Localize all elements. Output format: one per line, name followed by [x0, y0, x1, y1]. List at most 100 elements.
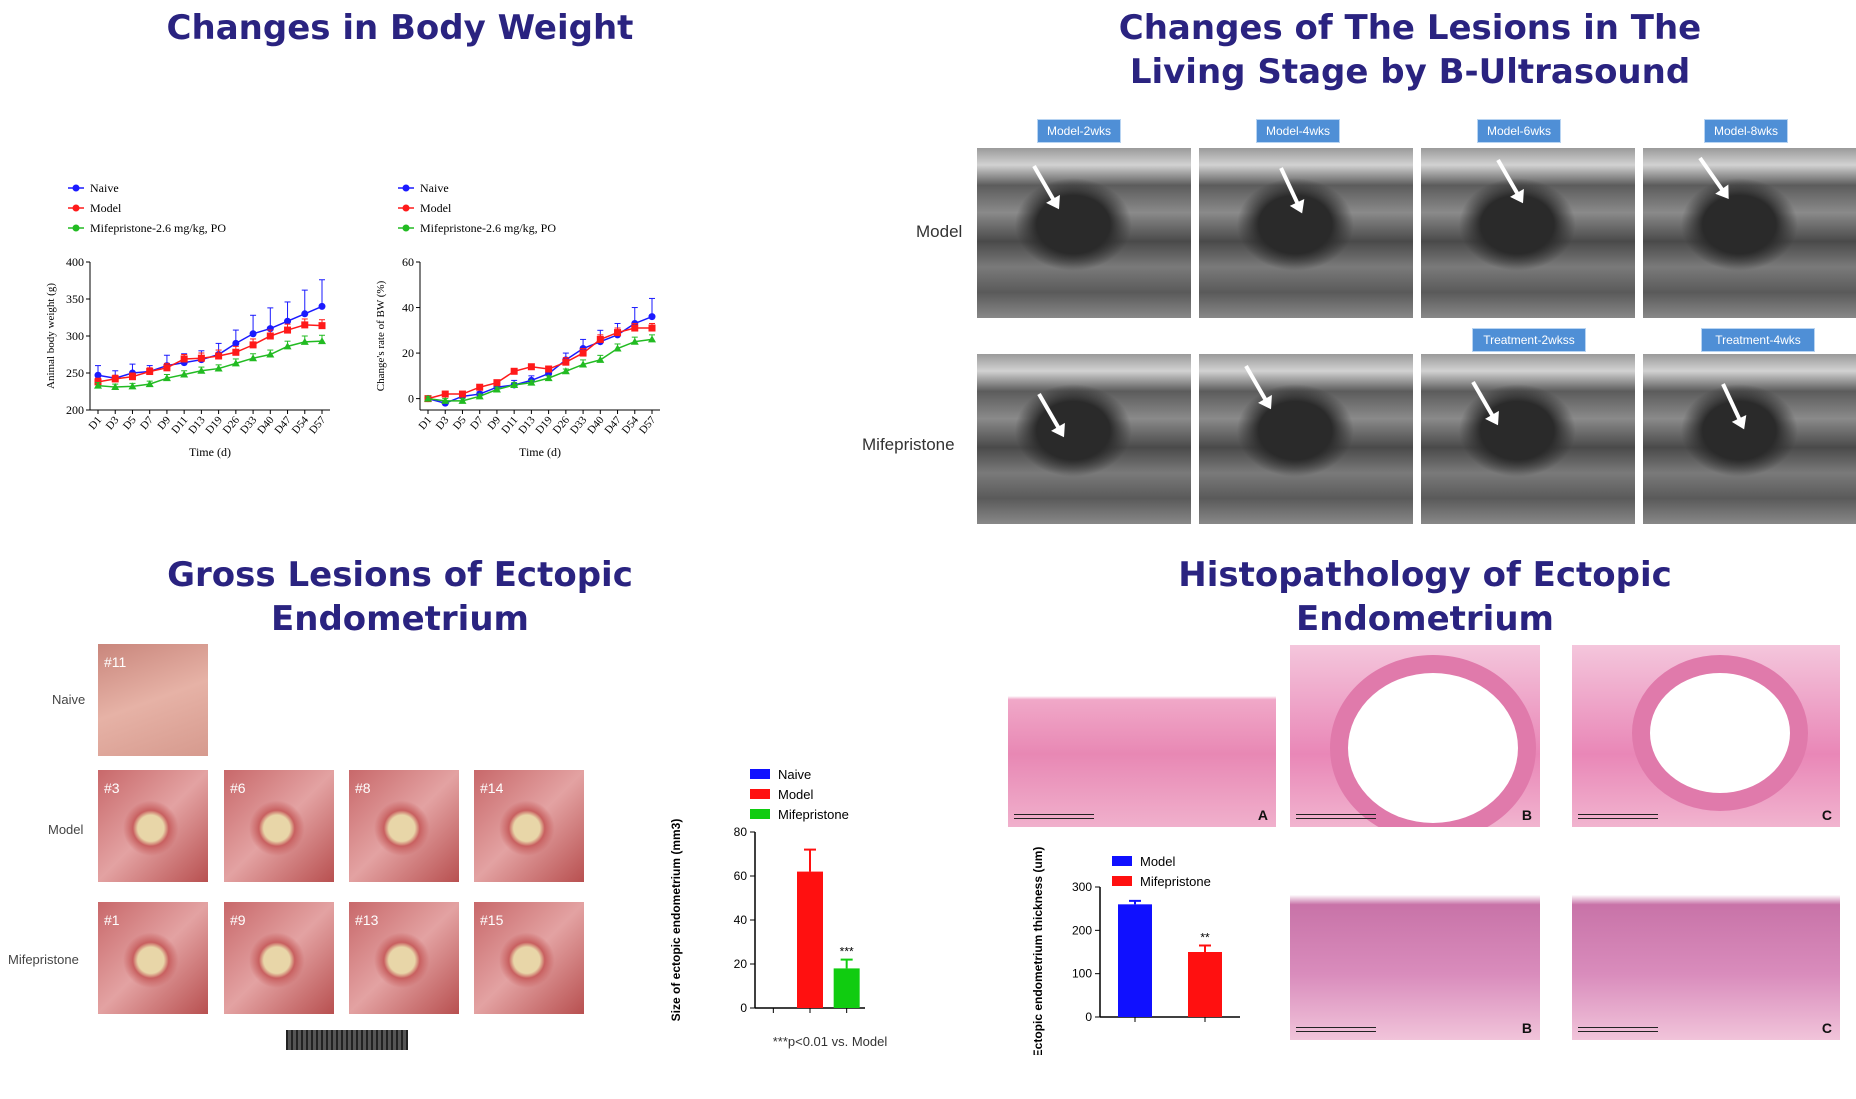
ultrasound-image	[1199, 148, 1413, 318]
data-point	[510, 380, 519, 388]
x-tick-label: D47	[602, 414, 624, 437]
data-point	[284, 317, 292, 325]
x-tick-label: D54	[620, 414, 642, 437]
y-tick-label: 20	[734, 957, 748, 971]
ultrasound-time-label: Model-2wks	[1037, 119, 1121, 143]
legend-label: Naive	[778, 767, 811, 782]
x-tick-label: D26	[551, 414, 573, 437]
y-tick-label: 350	[66, 292, 84, 306]
data-point	[579, 349, 587, 357]
data-point	[492, 385, 501, 393]
x-tick-label: D40	[585, 414, 607, 437]
x-tick-label: D5	[451, 414, 469, 432]
lesion-cyst	[1632, 655, 1808, 811]
data-point	[424, 394, 432, 402]
legend-label: Naive	[90, 181, 119, 195]
data-point	[162, 374, 171, 382]
legend-marker	[402, 224, 410, 232]
scale-bar	[1578, 1027, 1658, 1032]
gross-lesion-photo: #9	[224, 902, 334, 1014]
data-point	[630, 337, 639, 345]
ultrasound-time-label: Model-4wks	[1256, 119, 1340, 143]
x-tick-label: D57	[307, 414, 329, 437]
y-tick-label: 60	[402, 255, 414, 269]
specimen-id: #11	[104, 654, 127, 670]
data-point	[318, 302, 326, 310]
legend-label: Mifepristone-2.6 mg/kg, PO	[420, 221, 556, 235]
bar	[797, 871, 823, 1008]
data-point	[527, 363, 535, 371]
data-point	[145, 380, 154, 388]
data-point	[128, 373, 136, 381]
legend-label: Mifepristone	[778, 807, 849, 822]
data-point	[614, 329, 622, 337]
data-point	[441, 390, 449, 398]
x-tick-label: D1	[86, 414, 104, 432]
y-tick-label: 300	[1072, 880, 1092, 894]
gross-row-label: Mifepristone	[8, 952, 79, 967]
data-point	[596, 335, 604, 343]
legend-label: Model	[420, 201, 452, 215]
x-tick-label: D3	[104, 414, 122, 432]
specimen-id: #3	[104, 780, 120, 796]
x-tick-label: D26	[221, 414, 243, 437]
bar	[1118, 904, 1152, 1017]
y-axis-label: Size of ectopic endometrium (mm3)	[669, 819, 683, 1022]
x-tick-label: D54	[290, 414, 312, 437]
y-axis-label: Ectopic endometrium thickness (um)	[1031, 847, 1045, 1055]
data-point	[562, 358, 570, 366]
data-point	[232, 339, 240, 347]
x-tick-label: D5	[121, 414, 139, 432]
gross-row-label: Naive	[52, 692, 86, 707]
panel-letter: B	[1521, 807, 1532, 823]
data-point	[458, 396, 467, 404]
body-weight-title: Changes in Body Weight	[166, 8, 634, 48]
specimen-id: #1	[104, 912, 120, 928]
data-point	[232, 348, 240, 356]
data-point	[613, 344, 622, 352]
body-weight-chart: Naive Model Mifepristone-2.6 mg/kg, PO 200 2…	[45, 181, 330, 459]
ultrasound-image	[1643, 148, 1856, 318]
x-axis-label: Time (d)	[189, 445, 231, 459]
ultrasound-image	[1421, 148, 1635, 318]
gross-lesion-photo: #6	[224, 770, 334, 882]
y-tick-label: 200	[1072, 923, 1092, 937]
y-tick-label: 0	[1085, 1010, 1092, 1024]
data-point	[94, 381, 102, 389]
scale-bar	[1296, 814, 1376, 819]
y-tick-label: 250	[66, 366, 84, 380]
scale-bar	[1578, 814, 1658, 819]
legend-marker	[402, 204, 410, 212]
y-tick-label: 300	[66, 329, 84, 343]
data-point	[111, 375, 119, 383]
data-point	[301, 310, 309, 318]
bar	[833, 968, 860, 1008]
histopathology-title: Histopathology of Ectopic Endometrium	[1178, 555, 1672, 639]
specimen-id: #13	[355, 912, 379, 928]
x-tick-label: D7	[468, 414, 486, 432]
legend-label: Naive	[420, 181, 449, 195]
data-point	[545, 365, 553, 373]
histology-image: B	[1290, 875, 1540, 1040]
arrow-icon	[1471, 381, 1496, 420]
specimen-id: #9	[230, 912, 246, 928]
data-point	[215, 352, 223, 360]
legend-label: Model	[1140, 854, 1176, 869]
data-point	[94, 371, 102, 379]
x-tick-label: D1	[416, 414, 434, 432]
data-point	[146, 368, 154, 376]
data-point	[249, 330, 257, 338]
x-tick-label: D40	[255, 414, 277, 437]
specimen-id: #14	[480, 780, 504, 796]
legend-label: Model	[90, 201, 122, 215]
data-point	[476, 383, 484, 391]
data-point	[301, 321, 309, 329]
legend-label: Model	[778, 787, 814, 802]
gross-lesion-photo: #13	[349, 902, 459, 1014]
data-point	[197, 366, 206, 374]
x-tick-label: D11	[169, 414, 190, 436]
legend-marker	[72, 204, 80, 212]
legend-marker	[402, 184, 410, 192]
panel-letter: A	[1257, 807, 1268, 823]
data-point	[300, 337, 309, 345]
